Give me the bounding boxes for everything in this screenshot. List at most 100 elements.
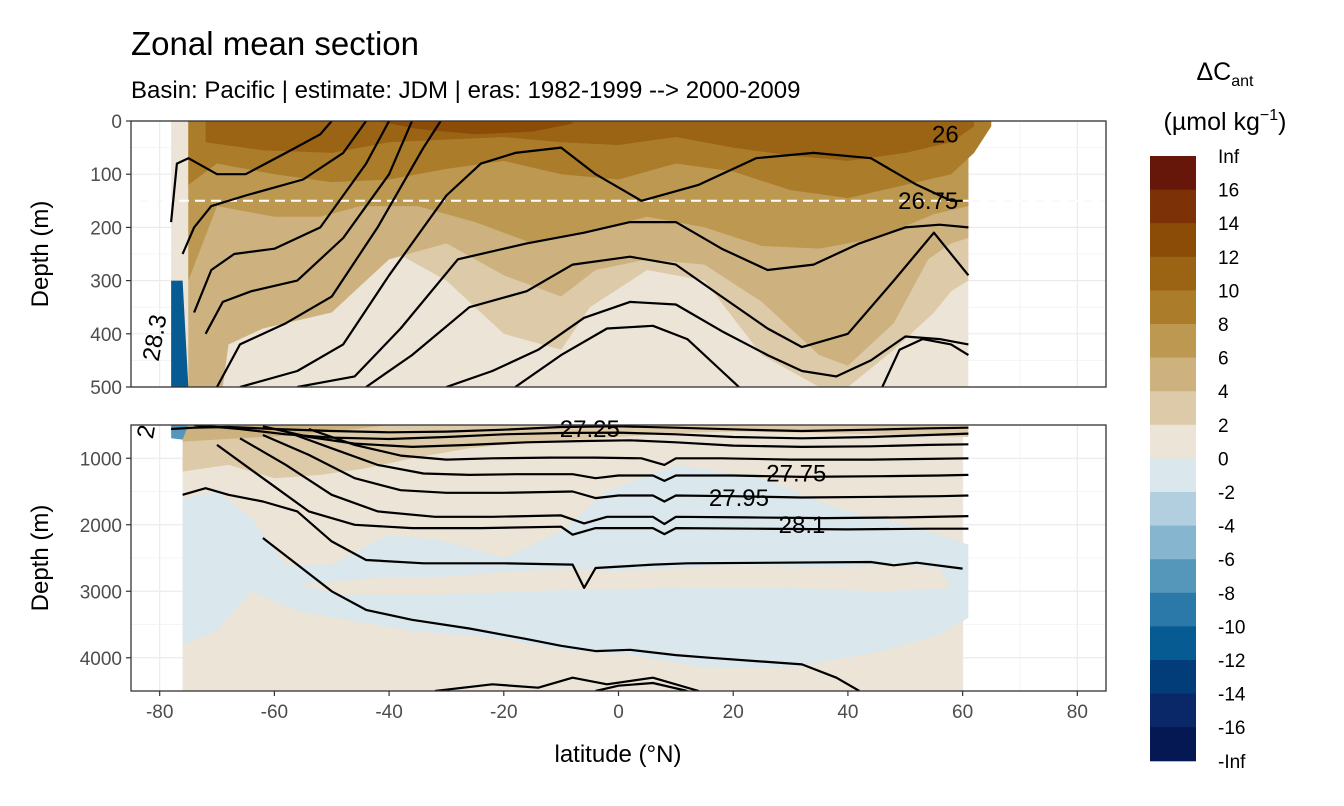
legend-swatch (1150, 559, 1196, 594)
ocean-field (131, 121, 1106, 387)
contour-label: 27.25 (560, 416, 620, 443)
legend-swatches (1150, 156, 1196, 762)
legend-break-label: -8 (1218, 584, 1235, 605)
y-tick-label: 300 (90, 272, 122, 293)
y-tick-label: 200 (90, 218, 122, 239)
y-tick-label: 500 (90, 378, 122, 399)
contour-line (262, 433, 969, 503)
y-tick-label: 0 (111, 112, 122, 133)
y-tick-label: 3000 (80, 582, 122, 603)
legend-break-label: -Inf (1218, 752, 1246, 773)
contour-line (216, 444, 969, 536)
legend-break-label: 0 (1218, 449, 1229, 470)
field-layer (171, 121, 189, 387)
legend-title: ΔCant (1196, 58, 1254, 90)
contour-line (204, 121, 414, 335)
legend-swatch (1150, 525, 1196, 560)
contour-line (262, 425, 969, 448)
x-tick-label: 0 (613, 702, 624, 723)
legend-swatch (1150, 290, 1196, 325)
contour-line (239, 146, 963, 387)
field-layer (297, 564, 952, 595)
contour-line (308, 427, 969, 466)
x-tick-label: 40 (837, 702, 858, 723)
field-layer (205, 121, 975, 161)
contour-line (514, 324, 740, 387)
legend-swatch (1150, 256, 1196, 291)
contours (171, 425, 969, 691)
contour-label: 26 (932, 121, 959, 148)
contour-line (881, 338, 969, 387)
x-axis: -80 -60 -40 -20 0 20 40 60 80 (146, 691, 1088, 723)
legend-swatch (1150, 458, 1196, 493)
contour-line (239, 437, 969, 526)
x-tick-label: -40 (375, 702, 402, 723)
legend-swatch (1150, 424, 1196, 459)
contour-label: 26.75 (898, 188, 958, 215)
contour-line (297, 221, 969, 387)
legend-break-label: -6 (1218, 550, 1235, 571)
legend-swatch (1150, 492, 1196, 527)
legend-break-label: -12 (1218, 651, 1245, 672)
x-tick-label: 80 (1067, 702, 1088, 723)
contour-line (262, 537, 860, 691)
legend-swatch (1150, 156, 1196, 191)
y-axis-label: Depth (m) (27, 505, 54, 612)
contour-line (216, 121, 442, 387)
contour-label: 27.75 (766, 461, 826, 488)
legend-break-label: -16 (1218, 718, 1245, 739)
legend-unit: (µmol kg−1) (1164, 107, 1287, 136)
contour-line (170, 121, 333, 223)
legend-break-label: 12 (1218, 248, 1239, 269)
legend-break-label: 6 (1218, 349, 1229, 370)
legend-break-label: -14 (1218, 685, 1246, 706)
contour-line (285, 430, 969, 482)
legend-swatch (1150, 626, 1196, 661)
contour-line (181, 121, 367, 255)
contour-line (171, 425, 969, 434)
legend-ticks: Inf 16 14 12 10 8 6 4 2 0 -2 -4 -6 -8 -10 -12 -14 -16 -Inf (1218, 147, 1246, 773)
contour-label: 27.95 (709, 485, 769, 512)
contour-line (595, 681, 688, 691)
legend-swatch (1150, 592, 1196, 627)
contour-label: 2 (132, 423, 161, 441)
legend-break-label: -4 (1218, 517, 1235, 538)
x-tick-label: -20 (490, 702, 517, 723)
y-tick-label: 4000 (80, 649, 122, 670)
legend-break-label: 8 (1218, 315, 1229, 336)
y-axis-label: Depth (m) (27, 201, 54, 308)
legend-swatch (1150, 324, 1196, 359)
legend-break-label: 16 (1218, 181, 1239, 202)
field-layer (377, 121, 573, 135)
contour-line (434, 676, 700, 691)
legend-swatch (1150, 223, 1196, 258)
y-tick-label: 400 (90, 325, 122, 346)
chart-subtitle: Basin: Pacific | estimate: JDM | eras: 1… (131, 77, 800, 104)
legend-swatch (1150, 189, 1196, 224)
legend-break-label: Inf (1218, 147, 1240, 168)
y-tick-label: 100 (90, 165, 122, 186)
legend-swatch (1150, 727, 1196, 762)
x-axis-label: latitude (°N) (555, 741, 682, 768)
x-tick-label: -60 (261, 702, 288, 723)
y-tick-label: 2000 (80, 516, 122, 537)
contour-line (365, 231, 970, 387)
contour-line (182, 487, 963, 589)
legend-swatch (1150, 660, 1196, 695)
legend-break-label: 4 (1218, 382, 1229, 403)
legend-break-label: 2 (1218, 416, 1229, 437)
contour-line (193, 121, 391, 313)
y-tick-label: 1000 (80, 449, 122, 470)
panel-border (130, 120, 1107, 388)
chart-title: Zonal mean section (131, 25, 419, 62)
legend-break-label: -10 (1218, 617, 1245, 638)
legend-break-label: -2 (1218, 483, 1235, 504)
x-tick-label: 20 (723, 702, 744, 723)
legend: ΔCant (µmol kg−1) Inf 16 14 12 10 8 6 4 2 0 -2 -4 -6… (1150, 58, 1286, 773)
legend-swatch (1150, 391, 1196, 426)
legend-swatch (1150, 357, 1196, 392)
contour-line (446, 300, 969, 387)
